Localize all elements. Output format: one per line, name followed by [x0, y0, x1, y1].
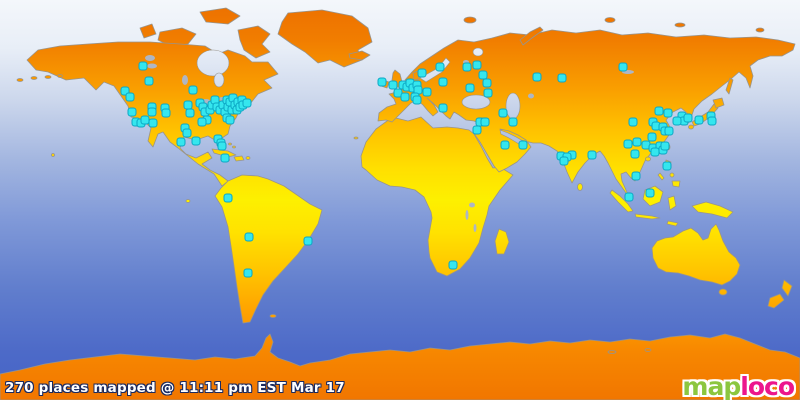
place-marker[interactable] [125, 92, 135, 102]
place-marker[interactable] [161, 108, 171, 118]
inland-seas [196, 47, 524, 145]
black-sea [461, 94, 491, 110]
place-marker[interactable] [191, 136, 201, 146]
place-marker[interactable] [557, 73, 567, 83]
place-marker[interactable] [438, 77, 448, 87]
landmass-madagascar [494, 228, 510, 255]
place-marker[interactable] [188, 85, 198, 95]
place-marker[interactable] [480, 117, 490, 127]
place-marker[interactable] [197, 117, 207, 127]
place-marker[interactable] [654, 106, 664, 116]
place-marker[interactable] [559, 156, 569, 166]
place-marker[interactable] [138, 61, 148, 71]
place-marker[interactable] [462, 62, 472, 72]
place-marker[interactable] [660, 141, 670, 151]
place-marker[interactable] [243, 268, 253, 278]
place-marker[interactable] [664, 126, 674, 136]
place-marker[interactable] [244, 232, 254, 242]
place-marker[interactable] [694, 115, 704, 125]
place-marker[interactable] [400, 92, 410, 102]
place-marker[interactable] [624, 192, 634, 202]
place-marker[interactable] [225, 115, 235, 125]
hudson-bay [196, 49, 230, 77]
place-marker[interactable] [182, 128, 192, 138]
place-marker[interactable] [647, 132, 657, 142]
place-marker[interactable] [508, 117, 518, 127]
place-marker[interactable] [435, 62, 445, 72]
map-caption: 270 places mapped @ 11:11 pm EST Mar 17 [5, 380, 345, 396]
place-marker[interactable] [220, 153, 230, 163]
place-marker[interactable] [518, 140, 528, 150]
landmass-cuba [211, 148, 237, 158]
place-marker[interactable] [628, 117, 638, 127]
place-marker[interactable] [148, 118, 158, 128]
landmass-iceland [348, 50, 371, 61]
place-marker[interactable] [663, 108, 673, 118]
place-marker[interactable] [242, 98, 252, 108]
place-marker[interactable] [683, 113, 693, 123]
place-marker[interactable] [303, 236, 313, 246]
place-marker[interactable] [707, 116, 717, 126]
place-marker[interactable] [482, 78, 492, 88]
place-marker[interactable] [185, 108, 195, 118]
place-marker[interactable] [672, 116, 682, 126]
place-marker[interactable] [662, 161, 672, 171]
place-marker[interactable] [630, 149, 640, 159]
place-marker[interactable] [532, 72, 542, 82]
place-marker[interactable] [388, 80, 398, 90]
place-marker[interactable] [632, 137, 642, 147]
landmass-australia [651, 223, 741, 286]
place-marker[interactable] [377, 77, 387, 87]
continents [0, 7, 800, 400]
place-marker[interactable] [223, 193, 233, 203]
place-marker[interactable] [472, 125, 482, 135]
landmass-sumatra [609, 189, 634, 213]
place-marker[interactable] [500, 140, 510, 150]
maploco-logo[interactable]: maploco [682, 371, 795, 400]
place-marker[interactable] [144, 76, 154, 86]
landmass-new-guinea [691, 201, 734, 219]
place-marker[interactable] [147, 107, 157, 117]
place-marker[interactable] [217, 141, 227, 151]
place-marker[interactable] [623, 139, 633, 149]
landmass-antarctica [0, 333, 800, 400]
place-marker[interactable] [438, 103, 448, 113]
place-marker[interactable] [650, 147, 660, 157]
place-marker[interactable] [120, 86, 130, 96]
logo-text-map: map [682, 371, 741, 400]
place-marker[interactable] [176, 137, 186, 147]
place-marker[interactable] [645, 188, 655, 198]
place-marker[interactable] [412, 95, 422, 105]
logo-text-loco: loco [740, 371, 795, 400]
place-marker[interactable] [618, 62, 628, 72]
place-marker[interactable] [448, 260, 458, 270]
place-marker[interactable] [472, 60, 482, 70]
landmass-greenland [277, 9, 373, 68]
place-marker[interactable] [483, 88, 493, 98]
place-marker[interactable] [498, 108, 508, 118]
place-marker[interactable] [422, 87, 432, 97]
place-marker[interactable] [465, 83, 475, 93]
place-marker[interactable] [631, 171, 641, 181]
place-marker[interactable] [587, 150, 597, 160]
place-marker[interactable] [127, 107, 137, 117]
landmass-new-zealand [781, 279, 793, 297]
landmass-africa [360, 116, 514, 277]
landmass-south-america [214, 174, 323, 324]
place-marker[interactable] [417, 68, 427, 78]
